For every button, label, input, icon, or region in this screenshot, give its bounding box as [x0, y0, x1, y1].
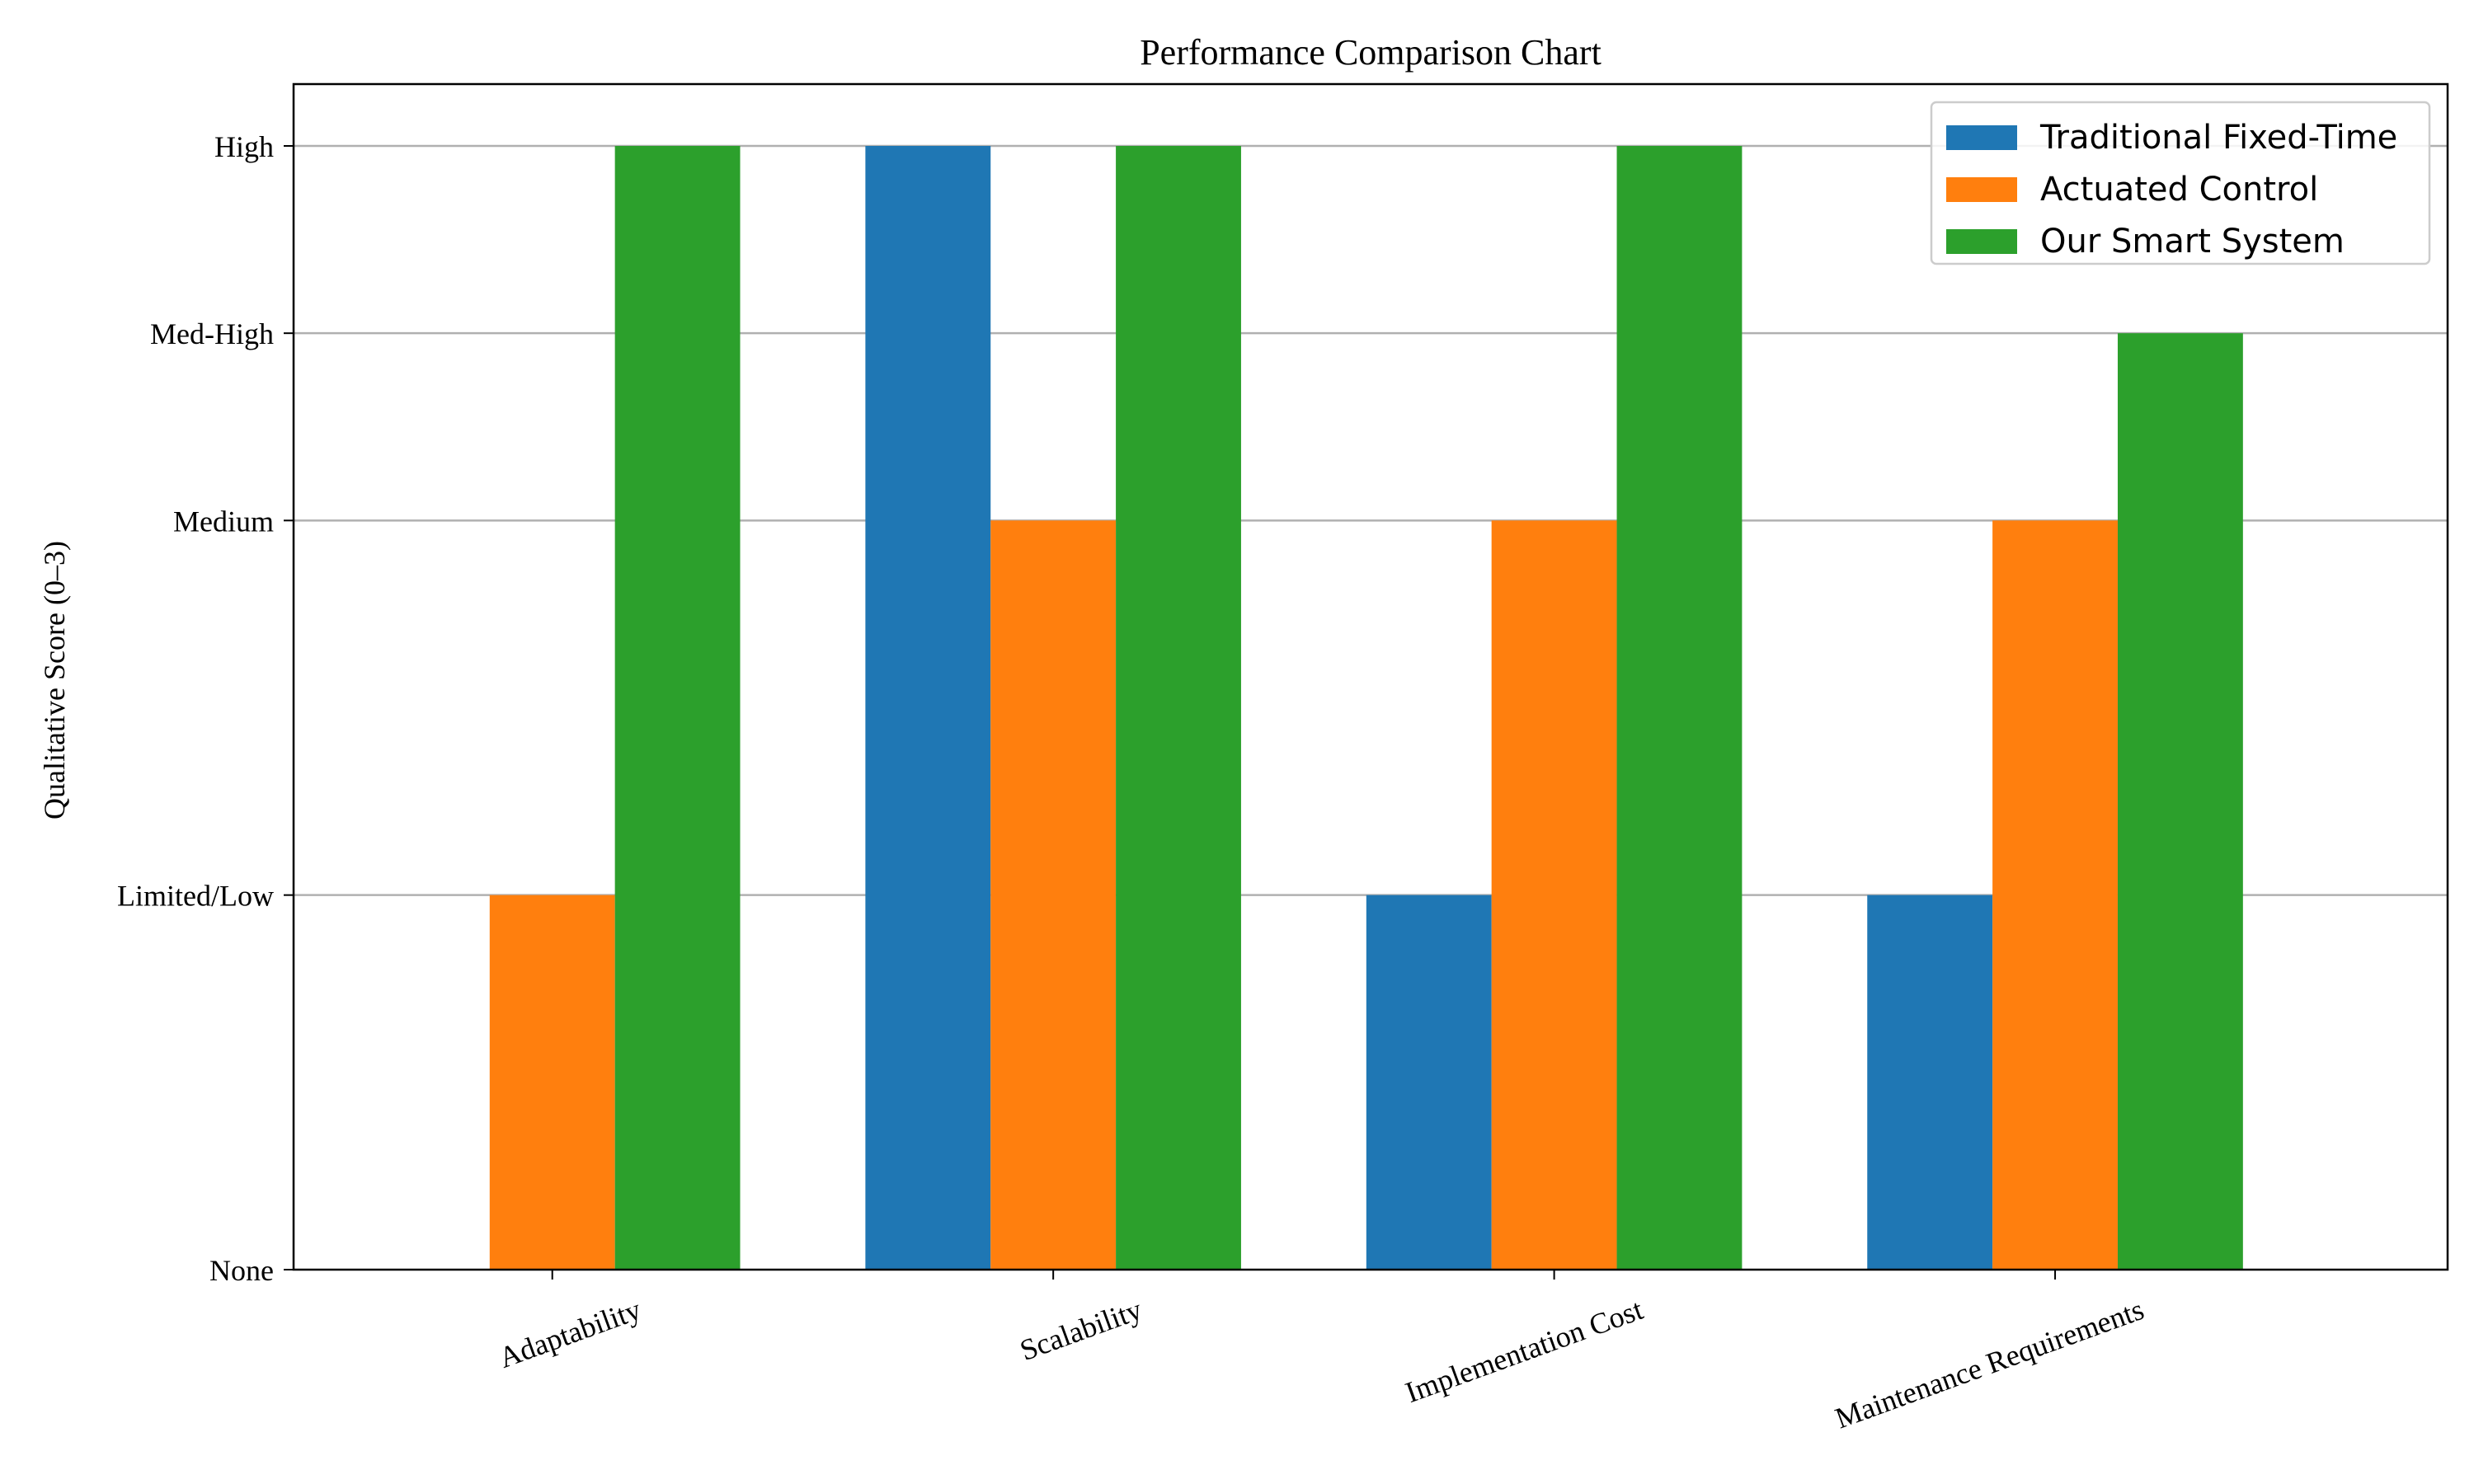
y-axis-label: Qualitative Score (0–3) [38, 541, 71, 819]
bar [1867, 895, 1993, 1270]
y-tick-label: Medium [173, 505, 274, 538]
bar [1366, 895, 1492, 1270]
y-tick-label: Med-High [150, 317, 274, 350]
legend-swatch [1946, 177, 2017, 202]
y-tick-label: Limited/Low [117, 880, 274, 913]
plot-frame [292, 82, 2449, 1271]
legend-swatch [1946, 229, 2017, 254]
legend: Traditional Fixed-Time Actuated Control Ou… [1930, 101, 2431, 265]
bar [990, 520, 1117, 1270]
y-tick-label: High [214, 130, 274, 163]
bar [1116, 146, 1241, 1270]
legend-label: Our Smart System [2040, 223, 2345, 261]
bar [1491, 520, 1617, 1270]
chart-title: Performance Comparison Chart [1140, 32, 1602, 73]
legend-box [1930, 101, 2431, 265]
legend-label: Actuated Control [2040, 171, 2318, 209]
bar [614, 146, 741, 1270]
bar [489, 895, 615, 1270]
bar [1616, 146, 1743, 1270]
legend-swatch [1946, 125, 2017, 150]
bar [865, 146, 991, 1270]
legend-label: Traditional Fixed-Time [2039, 119, 2397, 157]
bar [1992, 520, 2118, 1270]
bars [489, 146, 2243, 1270]
y-tick-label: None [209, 1254, 274, 1287]
bar [2117, 333, 2243, 1270]
